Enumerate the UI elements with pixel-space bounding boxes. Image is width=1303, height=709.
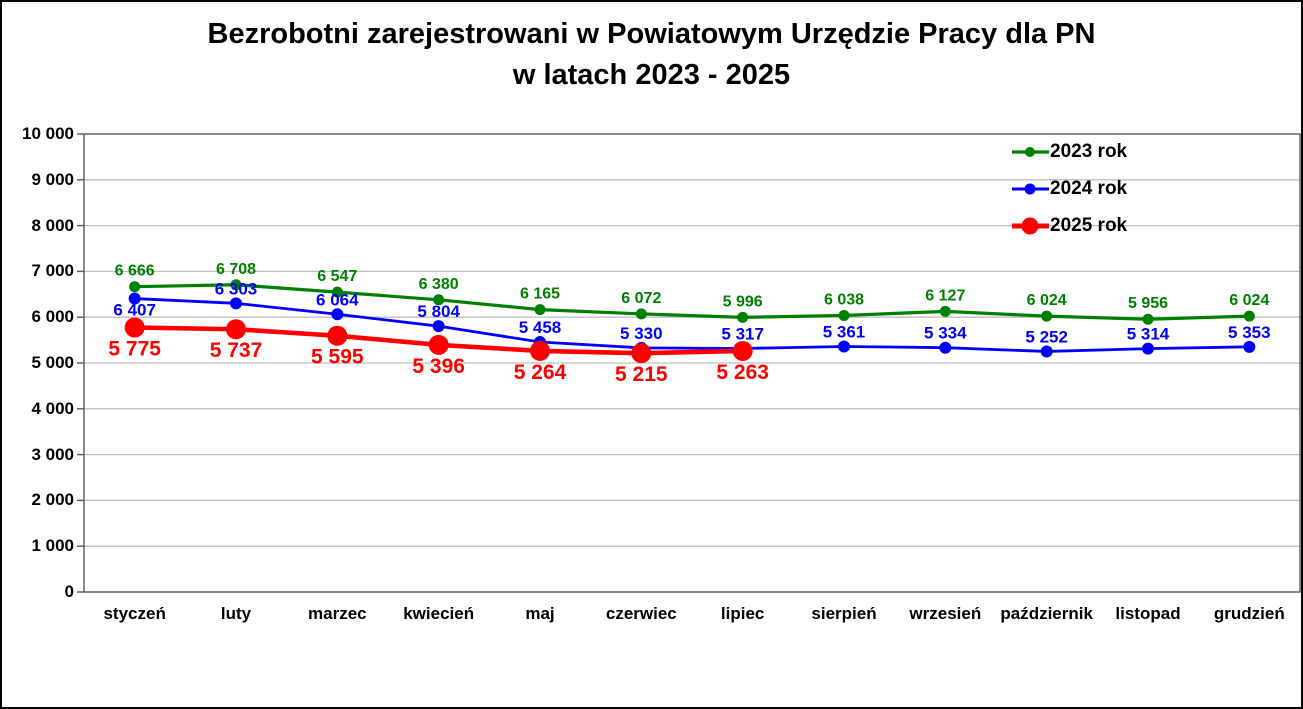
data-label: 6 038	[824, 291, 864, 308]
data-point[interactable]	[128, 292, 141, 305]
chart-title-line-1: Bezrobotni zarejestrowani w Powiatowym U…	[207, 18, 1096, 50]
data-label: 5 353	[1228, 323, 1271, 342]
data-point[interactable]	[230, 279, 242, 291]
data-label: 6 064	[316, 290, 359, 309]
data-label: 5 737	[210, 339, 263, 362]
legend-marker-2023-icon	[1012, 146, 1049, 157]
x-axis-tick-label: luty	[220, 604, 252, 623]
data-label: 6 072	[621, 290, 661, 307]
data-label: 5 317	[721, 324, 764, 343]
data-point[interactable]	[331, 308, 344, 321]
y-axis-tick-label: 8 000	[31, 215, 74, 235]
data-point[interactable]	[1142, 313, 1154, 325]
legend-label-2023: 2023 rok	[1050, 140, 1128, 162]
x-axis-tick-label: styczeń	[103, 604, 166, 623]
chart-title-line-2: w latach 2023 - 2025	[512, 59, 791, 91]
legend-label-2025: 2025 rok	[1050, 214, 1128, 236]
data-label: 6 127	[925, 287, 965, 304]
data-label: 5 595	[311, 346, 364, 369]
data-point[interactable]	[732, 340, 753, 361]
y-axis-tick-label: 2 000	[31, 490, 74, 510]
data-label: 5 458	[519, 318, 562, 337]
x-axis-tick-label: czerwiec	[605, 604, 677, 623]
data-label: 5 804	[417, 302, 460, 321]
legend: 2023 rok 2024 rok 2025 rok	[1012, 133, 1212, 244]
data-label: 5 361	[823, 322, 866, 341]
data-label: 5 314	[1127, 325, 1170, 344]
data-point[interactable]	[230, 297, 242, 310]
legend-item-2025[interactable]: 2025 rok	[1012, 207, 1212, 244]
data-point[interactable]	[1041, 310, 1053, 322]
y-axis-tick-label: 3 000	[31, 444, 74, 464]
x-axis-tick-label: listopad	[1115, 604, 1181, 623]
data-label: 5 956	[1128, 295, 1168, 312]
data-label: 5 396	[412, 355, 465, 378]
data-point[interactable]	[838, 309, 850, 321]
x-axis-tick-label: kwiecień	[403, 604, 475, 623]
data-point[interactable]	[1243, 340, 1256, 353]
data-label: 6 165	[520, 286, 560, 303]
data-label: 6 547	[317, 268, 357, 285]
data-point[interactable]	[327, 325, 348, 346]
data-point[interactable]	[534, 304, 546, 316]
y-axis-tick-label: 4 000	[31, 398, 74, 418]
data-point[interactable]	[124, 317, 145, 338]
x-axis-tick-label: lipiec	[720, 604, 765, 623]
data-label: 5 264	[514, 361, 567, 384]
data-point[interactable]	[1243, 310, 1255, 322]
legend-item-2024[interactable]: 2024 rok	[1012, 170, 1212, 207]
data-label: 5 996	[723, 293, 763, 310]
y-axis-tick-label: 10 000	[22, 124, 74, 143]
data-label: 5 330	[620, 324, 663, 343]
x-axis-tick-label: marzec	[308, 604, 367, 623]
y-axis-tick-label: 7 000	[31, 261, 74, 281]
series-line-2024-rok	[134, 297, 1250, 353]
y-axis-tick-label: 6 000	[31, 307, 74, 327]
data-label: 5 252	[1025, 327, 1068, 346]
data-label: 6 024	[1229, 292, 1269, 309]
data-point[interactable]	[428, 334, 449, 355]
data-label: 5 775	[108, 338, 161, 361]
y-axis-tick-label: 9 000	[31, 169, 74, 189]
data-point[interactable]	[1040, 345, 1053, 358]
data-label: 5 334	[924, 324, 967, 343]
x-axis-tick-label: październik	[1000, 604, 1093, 623]
data-point[interactable]	[939, 341, 952, 354]
y-axis-tick-label: 0	[64, 582, 74, 601]
data-point[interactable]	[129, 281, 141, 293]
data-label: 6 666	[115, 263, 155, 280]
data-label: 6 708	[216, 261, 256, 278]
data-point[interactable]	[939, 305, 951, 317]
data-point[interactable]	[432, 320, 445, 333]
data-point[interactable]	[635, 308, 647, 320]
data-point[interactable]	[433, 294, 445, 306]
chart-title: Bezrobotni zarejestrowani w Powiatowym U…	[2, 14, 1301, 96]
data-point[interactable]	[530, 340, 550, 361]
x-axis-tick-label: wrzesień	[909, 604, 982, 623]
legend-marker-2024-icon	[1012, 183, 1049, 194]
legend-marker-2025-icon	[1012, 217, 1049, 234]
data-point[interactable]	[331, 286, 343, 298]
y-axis-tick-label: 1 000	[31, 536, 74, 556]
data-point[interactable]	[1142, 342, 1154, 355]
x-axis-tick-label: maj	[525, 604, 555, 623]
legend-label-2024: 2024 rok	[1050, 177, 1128, 199]
data-point[interactable]	[631, 343, 652, 364]
data-label: 6 024	[1027, 292, 1067, 309]
data-point[interactable]	[838, 340, 850, 353]
data-label: 6 303	[215, 279, 258, 298]
x-axis-tick-label: grudzień	[1213, 604, 1285, 623]
legend-item-2023[interactable]: 2023 rok	[1012, 133, 1212, 170]
x-axis-tick-label: sierpień	[811, 604, 877, 623]
data-label: 5 215	[615, 363, 668, 386]
y-axis-tick-label: 5 000	[31, 353, 74, 372]
data-label: 6 407	[113, 301, 156, 320]
data-label: 6 380	[419, 276, 459, 293]
data-point[interactable]	[226, 319, 246, 340]
data-point[interactable]	[737, 311, 749, 323]
data-label: 5 263	[716, 361, 769, 384]
series-line-2023-rok	[134, 283, 1250, 321]
